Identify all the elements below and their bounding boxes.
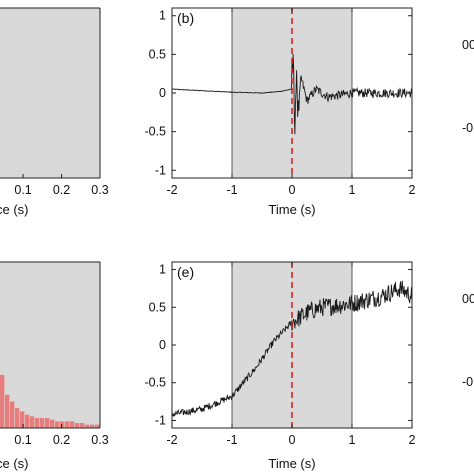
histogram-bar [85,424,90,428]
left-bottom-shade [0,262,100,428]
histogram-bar [70,421,75,428]
left-top-panel: 0.1 0.2 0.3 ce (s) [0,7,109,217]
e-xtick-label: 0 [289,433,296,447]
lt-ticks-xtick-label: 0.2 [53,183,70,197]
histogram-bar [95,424,100,428]
histogram-bar [50,419,55,428]
lb-ticks-xtick-label: 0.3 [91,433,108,447]
panel-b-label: (b) [177,10,194,26]
panel-b-xlabel: Time (s) [268,202,315,217]
lt-ticks-xtick-label: 0.3 [91,183,108,197]
left-bottom-xlabel: ce (s) [0,456,29,471]
b-ytick-label: 0 [159,86,166,100]
panel-e-xlabel: Time (s) [268,456,315,471]
b-xtick-label: 1 [349,183,356,197]
histogram-bar [0,374,5,428]
right-top-ytick-label: -0 [462,121,473,135]
e-xtick-label: 2 [409,433,416,447]
right-top-panel: 00 -0 [462,38,474,135]
histogram-bar [20,411,25,428]
histogram-bar [40,418,45,428]
b-ytick-label: 0.5 [149,47,166,61]
left-bottom-panel: 0.1 0.2 0.3 ce (s) [0,261,109,471]
panel-b: -2 -1 0 1 2-1-0.500.51 (b) Time (s) [144,7,416,217]
e-ytick-label: 1 [159,263,166,277]
histogram-bar [10,401,15,428]
panel-e: -2 -1 0 1 2-1-0.500.51 (e) Time (s) [144,261,416,471]
left-top-shade [0,8,100,178]
histogram-bar [55,421,60,428]
lb-ticks-xtick-label: 0.2 [53,433,70,447]
lt-ticks-xtick-label: 0.1 [14,183,31,197]
b-xtick-label: 2 [409,183,416,197]
lb-ticks-xtick-label: 0.1 [14,433,31,447]
right-bottom-ytick-label: -0 [462,375,473,389]
right-bottom-panel: 00 -0 [462,292,474,389]
histogram-bar [35,418,40,428]
histogram-bar [45,418,50,428]
panel-e-trace [171,280,413,417]
histogram-bar [65,421,70,428]
right-bottom-ytick-label: 00 [462,292,474,306]
e-ytick-label: 0 [159,338,166,352]
right-top-ytick-label: 00 [462,38,474,52]
histogram-bar [75,423,80,428]
histogram-bar [30,416,35,428]
histogram-bar [5,394,10,428]
b-xtick-label: -1 [226,183,237,197]
e-ytick-label: -1 [155,413,166,427]
e-xtick-label: -1 [226,433,237,447]
e-xtick-label: 1 [349,433,356,447]
left-top-xlabel: ce (s) [0,202,29,217]
e-ytick-label: -0.5 [144,376,166,390]
histogram-bar [90,424,95,428]
panel-e-label: (e) [177,264,194,280]
b-ytick-label: 1 [159,9,166,23]
e-xtick-label: -2 [166,433,177,447]
histogram-bar [60,421,65,428]
b-xtick-label: -2 [166,183,177,197]
b-xtick-label: 0 [289,183,296,197]
e-ytick-label: 0.5 [149,300,166,314]
b-ytick-label: -0.5 [144,125,166,139]
b-ytick-label: -1 [155,163,166,177]
histogram-bar [80,423,85,428]
histogram-bar [15,408,20,428]
histogram-bar [25,414,30,428]
